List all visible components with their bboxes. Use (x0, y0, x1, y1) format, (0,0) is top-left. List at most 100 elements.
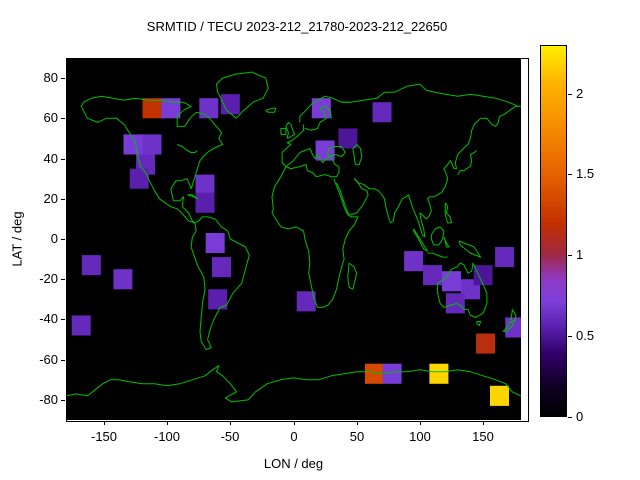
x-tick-label: 100 (409, 429, 431, 444)
y-tick-label: -60 (39, 352, 58, 367)
tec-cell (199, 98, 219, 119)
coastline (281, 124, 305, 153)
colorbar-tick-mark (568, 417, 572, 418)
tec-cell (205, 233, 225, 254)
tec-cell (423, 265, 442, 286)
tec-cell (338, 128, 358, 149)
x-tick-mark (104, 421, 105, 425)
coastline (444, 202, 452, 224)
colorbar-tick-label: 1.5 (576, 166, 595, 181)
x-tick-mark (167, 421, 168, 425)
x-tick-label: 0 (290, 429, 298, 444)
coastline (458, 240, 482, 258)
tec-cell (382, 363, 402, 384)
x-tick-label: -100 (153, 429, 181, 444)
x-tick-label: -50 (220, 429, 240, 444)
tec-cell (495, 247, 515, 268)
x-tick-mark (294, 421, 295, 425)
coastline (80, 95, 212, 127)
tec-cell (490, 385, 509, 406)
tec-cell (161, 98, 181, 119)
y-tick-mark (61, 118, 65, 119)
x-tick-label: 50 (349, 429, 365, 444)
colorbar-tick-mark (568, 336, 572, 337)
coastline (80, 106, 196, 224)
coastline (413, 228, 428, 252)
coastline (190, 216, 250, 351)
coastline (285, 148, 340, 178)
tec-cell (473, 265, 493, 286)
coastline (177, 144, 198, 153)
coastline (427, 252, 448, 258)
coastline (280, 127, 287, 135)
x-tick-label: 150 (472, 429, 494, 444)
y-tick-label: 40 (43, 151, 58, 166)
x-axis-label: LON / deg (263, 456, 324, 471)
y-tick-mark (61, 159, 65, 160)
y-tick-label: 0 (50, 231, 58, 246)
y-tick-mark (61, 199, 65, 200)
coastline (327, 146, 346, 157)
coastline (430, 226, 445, 246)
y-tick-mark (61, 360, 65, 361)
tec-cell (212, 257, 231, 278)
tec-cell (315, 140, 335, 161)
y-tick-mark (61, 78, 65, 79)
tec-cell (123, 134, 143, 155)
y-tick-label: 60 (43, 110, 58, 125)
coastline (66, 365, 521, 403)
y-tick-mark (61, 319, 65, 320)
y-tick-label: 20 (43, 191, 58, 206)
coastline (336, 105, 521, 238)
tec-cell (142, 134, 162, 155)
colorbar-tick-mark (568, 174, 572, 175)
coastline (285, 121, 296, 139)
colorbar-tick-mark (568, 94, 572, 95)
x-tick-label: -150 (90, 429, 118, 444)
coastline (457, 150, 478, 175)
x-tick-mark (230, 421, 231, 425)
tec-cell (364, 363, 384, 384)
tec-cell (208, 289, 228, 310)
tec-cell (404, 251, 424, 272)
coastline (187, 194, 198, 200)
coastline (281, 152, 287, 167)
tec-cell (429, 363, 449, 384)
tec-cell (442, 271, 461, 292)
world-map (66, 71, 521, 406)
tec-cell (195, 192, 215, 213)
coastline (170, 119, 224, 224)
tec-cell (71, 315, 91, 336)
coastline (265, 107, 277, 113)
tec-cell (142, 98, 162, 119)
coastline (347, 262, 358, 290)
plot-area (66, 58, 521, 420)
chart-title: SRMTID / TECU 2023-212_21780-2023-212_22… (146, 19, 448, 34)
y-tick-mark (61, 239, 65, 240)
coastline (304, 105, 332, 131)
coastline (476, 321, 482, 326)
y-tick-mark (61, 400, 65, 401)
tec-cell (129, 168, 149, 189)
tec-cell (476, 333, 496, 354)
tec-cell (113, 269, 133, 290)
y-tick-label: 80 (43, 70, 58, 85)
tec-cell (195, 174, 215, 195)
coastline (271, 166, 359, 308)
y-tick-label: -80 (39, 392, 58, 407)
colorbar-gradient (541, 46, 566, 416)
colorbar (540, 45, 567, 417)
tec-cell (81, 255, 101, 276)
colorbar-tick-label: 0.5 (576, 328, 595, 343)
x-tick-mark (483, 421, 484, 425)
tec-cell (296, 291, 316, 312)
x-tick-mark (420, 421, 421, 425)
coastline (341, 83, 519, 107)
colorbar-tick-mark (568, 255, 572, 256)
coastline (437, 262, 488, 318)
colorbar-tick-label: 1 (576, 247, 584, 262)
coastline (215, 71, 269, 119)
colorbar-tick-label: 2 (576, 86, 584, 101)
x-tick-mark (357, 421, 358, 425)
